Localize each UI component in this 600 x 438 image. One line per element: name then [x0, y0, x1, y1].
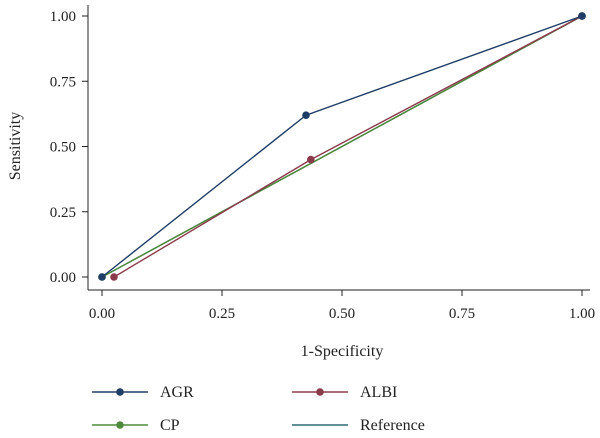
- plot-area: 0.00 0.25 0.50 0.75 1.00 0.00 0.25 0.50 0.75 1.0…: [50, 5, 595, 322]
- x-tick-label: 0.75: [449, 306, 475, 322]
- legend-label-agr: AGR: [160, 384, 194, 401]
- x-axis-label: 1-Specificity: [301, 343, 384, 360]
- x-axis-ticks: 0.00 0.25 0.50 0.75 1.00: [89, 290, 595, 322]
- legend-marker-albi: [316, 388, 324, 396]
- y-axis-label: Sensitivity: [7, 112, 24, 180]
- data-point-albi: [307, 155, 315, 164]
- y-tick-label: 0.00: [50, 270, 76, 286]
- legend-marker-agr: [116, 388, 124, 396]
- data-point-albi: [110, 273, 118, 281]
- y-tick-label: 0.25: [50, 205, 76, 221]
- legend-label-albi: ALBI: [360, 384, 397, 401]
- legend-item-cp: CP: [92, 417, 180, 434]
- legend-item-albi: ALBI: [292, 384, 397, 401]
- series-line-albi: [113, 15, 583, 278]
- y-tick-label: 1.00: [50, 9, 76, 25]
- legend-item-agr: AGR: [92, 384, 194, 401]
- x-tick-label: 1.00: [569, 306, 595, 322]
- y-tick-label: 0.50: [50, 140, 76, 156]
- legend-label-reference: Reference: [360, 417, 425, 434]
- legend-item-reference: Reference: [292, 417, 425, 434]
- legend: AGR ALBI CP Reference: [92, 384, 425, 434]
- series-layer: [98, 12, 586, 281]
- data-point-agr: [578, 12, 586, 20]
- legend-marker-cp: [116, 421, 124, 429]
- series-line-cp: [101, 15, 583, 278]
- x-tick-label: 0.50: [329, 306, 355, 322]
- data-point-agr: [98, 273, 106, 281]
- data-point-agr: [302, 111, 310, 119]
- x-tick-label: 0.25: [209, 306, 235, 322]
- y-axis-ticks: 0.00 0.25 0.50 0.75 1.00: [50, 9, 88, 286]
- x-tick-label: 0.00: [89, 306, 115, 322]
- y-tick-label: 0.75: [50, 74, 76, 90]
- legend-label-cp: CP: [160, 417, 180, 434]
